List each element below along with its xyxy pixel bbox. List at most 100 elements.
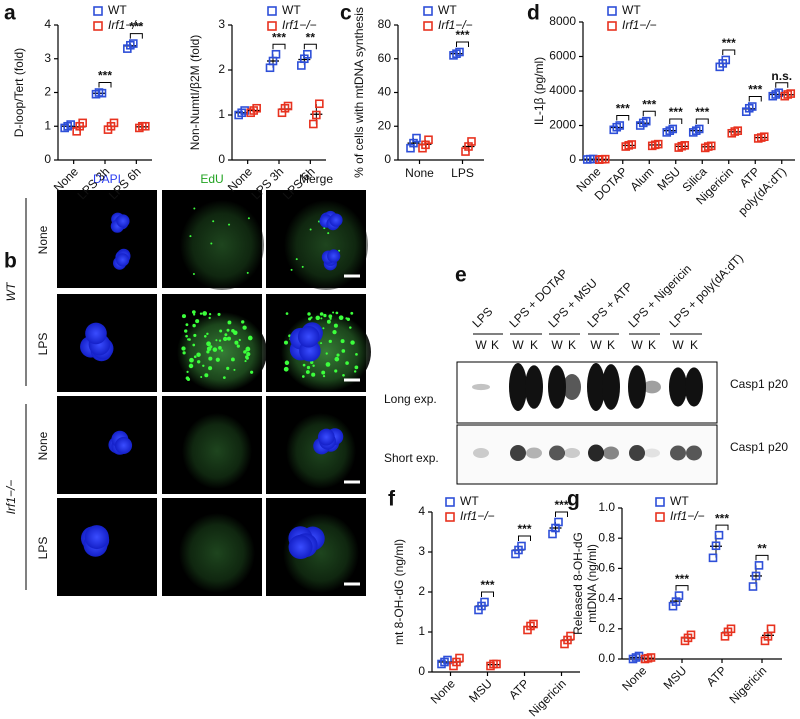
edu-punctum bbox=[345, 361, 349, 365]
row-label: LPS bbox=[36, 537, 50, 560]
edu-punctum bbox=[341, 349, 346, 353]
data-point bbox=[653, 139, 663, 149]
data-point bbox=[412, 133, 421, 143]
significance-label: *** bbox=[455, 28, 469, 42]
legend-swatch bbox=[445, 512, 455, 522]
legend-swatch bbox=[607, 21, 617, 31]
nucleus bbox=[85, 322, 107, 345]
data-point bbox=[283, 101, 293, 111]
edu-punctum bbox=[233, 368, 236, 371]
edu-punctum bbox=[196, 360, 201, 364]
edu-punctum bbox=[302, 363, 306, 367]
edu-punctum bbox=[338, 249, 341, 252]
edu-punctum bbox=[320, 342, 323, 345]
x-tick-label: None bbox=[619, 663, 649, 693]
significance-bracket bbox=[518, 535, 531, 541]
edu-punctum bbox=[285, 312, 289, 315]
edu-punctum bbox=[308, 317, 312, 321]
edu-punctum bbox=[204, 335, 207, 338]
data-point bbox=[529, 619, 538, 629]
significance-bracket bbox=[98, 82, 112, 88]
legend-label: WT bbox=[438, 3, 457, 17]
edu-punctum bbox=[209, 345, 213, 349]
panel-label: c bbox=[340, 2, 352, 25]
nucleus bbox=[327, 249, 341, 263]
data-point bbox=[129, 39, 138, 48]
edu-punctum bbox=[340, 339, 345, 344]
column-header: DAPI bbox=[93, 172, 121, 186]
edu-punctum bbox=[307, 312, 311, 316]
legend-swatch bbox=[607, 6, 617, 16]
y-tick-label: 6000 bbox=[549, 49, 576, 63]
edu-punctum bbox=[224, 333, 228, 337]
edu-punctum bbox=[202, 364, 205, 367]
band bbox=[472, 383, 490, 391]
edu-punctum bbox=[226, 328, 230, 332]
data-point bbox=[674, 591, 684, 600]
edu-punctum bbox=[188, 363, 194, 369]
band bbox=[588, 444, 604, 462]
genotype-label: K bbox=[607, 338, 615, 352]
edu-punctum bbox=[192, 272, 195, 275]
x-tick-label: LPS bbox=[451, 166, 474, 180]
micro-image bbox=[57, 190, 157, 288]
band bbox=[587, 363, 605, 411]
data-point bbox=[766, 624, 776, 634]
panel-label: a bbox=[4, 2, 16, 25]
y-tick-label: 0 bbox=[44, 152, 51, 166]
genotype-label: W bbox=[590, 338, 602, 352]
edu-punctum bbox=[301, 265, 304, 268]
band bbox=[548, 365, 566, 409]
significance-label: *** bbox=[669, 105, 683, 119]
edu-punctum bbox=[204, 373, 209, 378]
edu-punctum bbox=[184, 329, 188, 333]
edu-punctum bbox=[196, 352, 201, 357]
significance-bracket bbox=[748, 96, 762, 102]
band bbox=[644, 448, 660, 458]
significance-label: *** bbox=[129, 20, 143, 34]
y-tick-label: 2 bbox=[218, 62, 225, 76]
y-tick-label: 0.0 bbox=[598, 651, 615, 665]
data-point bbox=[554, 517, 563, 527]
legend-label: Irf1−/− bbox=[670, 509, 705, 523]
y-axis-label: mt 8-OH-dG (ng/ml) bbox=[392, 539, 406, 645]
data-point bbox=[566, 631, 575, 641]
significance-bracket bbox=[775, 82, 789, 88]
edu-punctum bbox=[338, 315, 344, 321]
lane-label: LPS + poly(dA:dT) bbox=[666, 251, 745, 330]
exposure-label: Short exp. bbox=[384, 451, 439, 465]
band bbox=[510, 445, 526, 461]
y-tick-label: 2 bbox=[418, 584, 425, 598]
group-label: WT bbox=[4, 281, 18, 301]
edu-punctum bbox=[226, 366, 230, 371]
data-point bbox=[686, 630, 696, 640]
legend-label: Irf1−/− bbox=[438, 18, 473, 32]
edu-punctum bbox=[242, 325, 247, 330]
edu-punctum bbox=[208, 312, 212, 316]
x-tick-label: MSU bbox=[654, 164, 683, 193]
row-label: None bbox=[36, 431, 50, 460]
x-tick-label: ATP bbox=[506, 676, 532, 702]
y-tick-label: 60 bbox=[378, 51, 392, 65]
significance-label: *** bbox=[748, 83, 762, 97]
x-tick-label: None bbox=[405, 166, 434, 180]
edu-punctum bbox=[195, 319, 200, 324]
edu-punctum bbox=[334, 356, 340, 362]
edu-punctum bbox=[206, 332, 209, 336]
edu-punctum bbox=[185, 334, 188, 338]
significance-bracket bbox=[456, 41, 469, 47]
edu-punctum bbox=[247, 217, 250, 220]
edu-punctum bbox=[218, 345, 222, 350]
data-point bbox=[708, 553, 718, 563]
band bbox=[509, 363, 527, 411]
y-tick-label: 0.6 bbox=[598, 561, 615, 575]
significance-bracket bbox=[481, 591, 494, 597]
edu-punctum bbox=[245, 349, 248, 352]
significance-label: *** bbox=[480, 578, 494, 592]
y-tick-label: 0.2 bbox=[598, 621, 615, 635]
edu-punctum bbox=[182, 351, 186, 355]
edu-punctum bbox=[192, 343, 196, 347]
edu-punctum bbox=[181, 346, 186, 351]
edu-punctum bbox=[335, 311, 338, 315]
